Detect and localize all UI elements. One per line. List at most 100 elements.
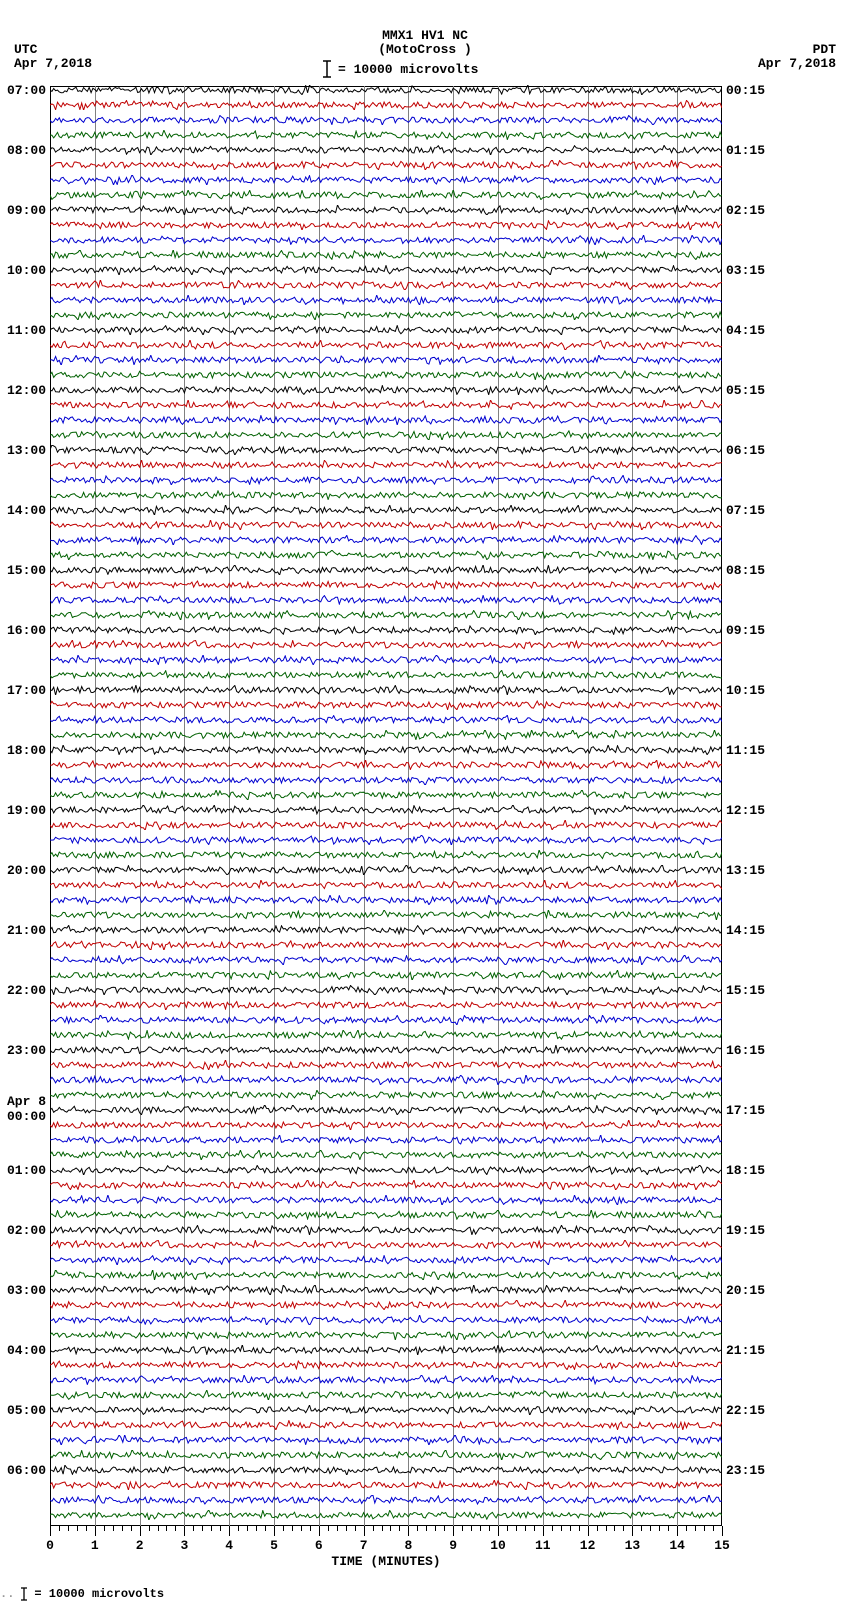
x-tick-major bbox=[364, 1526, 365, 1536]
x-tick-minor bbox=[426, 1526, 427, 1531]
x-tick-minor bbox=[373, 1526, 374, 1531]
x-tick-label: 15 bbox=[714, 1538, 730, 1553]
x-tick-major bbox=[274, 1526, 275, 1536]
local-time-label: 16:15 bbox=[726, 1043, 765, 1058]
x-tick-minor bbox=[480, 1526, 481, 1531]
utc-time-label: 20:00 bbox=[7, 863, 46, 878]
utc-time-label: 12:00 bbox=[7, 383, 46, 398]
x-tick-minor bbox=[238, 1526, 239, 1531]
helicorder-plot: 0123456789101112131415TIME (MINUTES)07:0… bbox=[50, 86, 722, 1526]
footer-scale: .. = 10000 microvolts bbox=[0, 1587, 164, 1601]
x-tick-minor bbox=[534, 1526, 535, 1531]
x-tick-major bbox=[229, 1526, 230, 1536]
x-tick-minor bbox=[552, 1526, 553, 1531]
x-tick-minor bbox=[713, 1526, 714, 1531]
x-tick-minor bbox=[256, 1526, 257, 1531]
local-time-label: 00:15 bbox=[726, 83, 765, 98]
x-tick-major bbox=[722, 1526, 723, 1536]
utc-time-label: 03:00 bbox=[7, 1283, 46, 1298]
x-tick-major bbox=[498, 1526, 499, 1536]
tz-right-label: PDT bbox=[813, 42, 836, 57]
local-time-label: 23:15 bbox=[726, 1463, 765, 1478]
x-tick-minor bbox=[444, 1526, 445, 1531]
x-tick-major bbox=[50, 1526, 51, 1536]
local-time-label: 18:15 bbox=[726, 1163, 765, 1178]
local-time-label: 03:15 bbox=[726, 263, 765, 278]
x-tick-minor bbox=[614, 1526, 615, 1531]
utc-time-label: 04:00 bbox=[7, 1343, 46, 1358]
x-tick-minor bbox=[686, 1526, 687, 1531]
x-tick-minor bbox=[301, 1526, 302, 1531]
utc-time-label: 06:00 bbox=[7, 1463, 46, 1478]
utc-time-label: Apr 800:00 bbox=[7, 1094, 46, 1124]
x-tick-label: 12 bbox=[580, 1538, 596, 1553]
scale-bar-icon bbox=[20, 1587, 28, 1601]
x-tick-minor bbox=[211, 1526, 212, 1531]
x-tick-minor bbox=[337, 1526, 338, 1531]
x-tick-minor bbox=[175, 1526, 176, 1531]
utc-time-label: 13:00 bbox=[7, 443, 46, 458]
x-tick-minor bbox=[104, 1526, 105, 1531]
x-tick-minor bbox=[193, 1526, 194, 1531]
x-tick-minor bbox=[166, 1526, 167, 1531]
tz-left-date: Apr 7,2018 bbox=[14, 56, 92, 71]
x-tick-minor bbox=[202, 1526, 203, 1531]
local-time-label: 04:15 bbox=[726, 323, 765, 338]
x-tick-minor bbox=[265, 1526, 266, 1531]
local-time-label: 02:15 bbox=[726, 203, 765, 218]
gridline-vertical bbox=[319, 86, 320, 1526]
title-line2: (MotoCross ) bbox=[378, 42, 472, 57]
x-tick-label: 4 bbox=[225, 1538, 233, 1553]
utc-time-label: 14:00 bbox=[7, 503, 46, 518]
x-tick-major bbox=[140, 1526, 141, 1536]
scale-text: = 10000 microvolts bbox=[338, 62, 478, 77]
utc-time-label: 10:00 bbox=[7, 263, 46, 278]
local-time-label: 17:15 bbox=[726, 1103, 765, 1118]
x-tick-minor bbox=[149, 1526, 150, 1531]
x-tick-minor bbox=[328, 1526, 329, 1531]
x-tick-major bbox=[408, 1526, 409, 1536]
title-line1: MMX1 HV1 NC bbox=[382, 28, 468, 43]
x-tick-minor bbox=[113, 1526, 114, 1531]
x-tick-minor bbox=[220, 1526, 221, 1531]
gridline-vertical bbox=[498, 86, 499, 1526]
x-tick-minor bbox=[247, 1526, 248, 1531]
x-tick-minor bbox=[122, 1526, 123, 1531]
utc-time-label: 18:00 bbox=[7, 743, 46, 758]
utc-time-label: 01:00 bbox=[7, 1163, 46, 1178]
x-tick-minor bbox=[355, 1526, 356, 1531]
gridline-vertical bbox=[274, 86, 275, 1526]
x-tick-minor bbox=[570, 1526, 571, 1531]
local-time-label: 09:15 bbox=[726, 623, 765, 638]
local-time-label: 05:15 bbox=[726, 383, 765, 398]
x-tick-minor bbox=[507, 1526, 508, 1531]
tz-left-label: UTC bbox=[14, 42, 37, 57]
helicorder-page: MMX1 HV1 NC (MotoCross ) = 10000 microvo… bbox=[0, 0, 850, 1613]
gridline-vertical bbox=[588, 86, 589, 1526]
utc-time-label: 07:00 bbox=[7, 83, 46, 98]
x-tick-major bbox=[677, 1526, 678, 1536]
x-tick-major bbox=[184, 1526, 185, 1536]
scale-legend: = 10000 microvolts bbox=[322, 60, 478, 78]
local-time-label: 08:15 bbox=[726, 563, 765, 578]
x-tick-minor bbox=[471, 1526, 472, 1531]
local-time-label: 07:15 bbox=[726, 503, 765, 518]
x-tick-minor bbox=[489, 1526, 490, 1531]
x-tick-minor bbox=[561, 1526, 562, 1531]
local-time-label: 19:15 bbox=[726, 1223, 765, 1238]
utc-time-label: 16:00 bbox=[7, 623, 46, 638]
x-tick-minor bbox=[390, 1526, 391, 1531]
gridline-vertical bbox=[229, 86, 230, 1526]
x-tick-minor bbox=[292, 1526, 293, 1531]
utc-time-label: 19:00 bbox=[7, 803, 46, 818]
footer-scale-text: = 10000 microvolts bbox=[34, 1587, 164, 1601]
utc-time-label: 09:00 bbox=[7, 203, 46, 218]
utc-time-label: 11:00 bbox=[7, 323, 46, 338]
x-tick-minor bbox=[86, 1526, 87, 1531]
utc-time-label: 21:00 bbox=[7, 923, 46, 938]
x-tick-minor bbox=[462, 1526, 463, 1531]
utc-time-label: 17:00 bbox=[7, 683, 46, 698]
x-tick-label: 6 bbox=[315, 1538, 323, 1553]
x-tick-major bbox=[588, 1526, 589, 1536]
gridline-vertical bbox=[140, 86, 141, 1526]
